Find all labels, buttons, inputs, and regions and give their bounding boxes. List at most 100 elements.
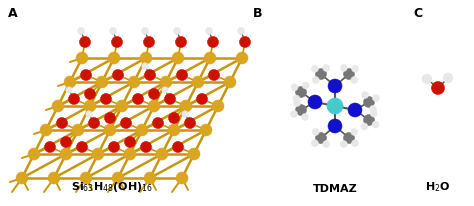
Circle shape — [370, 110, 377, 117]
Circle shape — [372, 121, 379, 128]
Circle shape — [28, 148, 40, 160]
Circle shape — [293, 95, 300, 102]
Circle shape — [61, 137, 72, 147]
Circle shape — [362, 91, 368, 98]
Circle shape — [291, 84, 298, 91]
Circle shape — [175, 36, 186, 48]
Circle shape — [188, 148, 200, 160]
Circle shape — [140, 142, 152, 152]
Text: C: C — [413, 7, 422, 20]
Circle shape — [206, 27, 212, 34]
Circle shape — [373, 95, 380, 102]
Circle shape — [128, 76, 140, 88]
Circle shape — [348, 103, 362, 117]
Circle shape — [76, 142, 88, 152]
Circle shape — [295, 104, 307, 116]
Circle shape — [344, 69, 355, 80]
Circle shape — [80, 36, 91, 48]
Circle shape — [422, 74, 432, 84]
Circle shape — [197, 94, 208, 104]
Circle shape — [361, 123, 368, 130]
Text: TDMAZ: TDMAZ — [313, 184, 357, 194]
Circle shape — [344, 132, 355, 144]
Circle shape — [180, 100, 192, 112]
Circle shape — [224, 76, 236, 88]
Circle shape — [136, 124, 148, 136]
Circle shape — [291, 110, 298, 117]
Circle shape — [212, 100, 224, 112]
Circle shape — [301, 114, 309, 121]
Circle shape — [239, 36, 250, 48]
Circle shape — [108, 52, 120, 64]
Circle shape — [89, 117, 100, 129]
Circle shape — [176, 69, 188, 81]
Circle shape — [144, 36, 155, 48]
Circle shape — [162, 87, 168, 93]
Circle shape — [112, 69, 124, 81]
Circle shape — [312, 77, 319, 84]
Circle shape — [173, 27, 181, 34]
Circle shape — [109, 142, 119, 152]
Circle shape — [148, 100, 160, 112]
Circle shape — [295, 87, 307, 97]
Circle shape — [209, 69, 219, 81]
Circle shape — [111, 36, 122, 48]
Circle shape — [200, 124, 212, 136]
Circle shape — [311, 65, 319, 72]
Circle shape — [184, 117, 195, 129]
Text: A: A — [8, 7, 18, 20]
Circle shape — [340, 64, 347, 71]
Text: B: B — [253, 7, 263, 20]
Circle shape — [308, 95, 322, 109]
Circle shape — [84, 100, 96, 112]
Circle shape — [173, 142, 183, 152]
Circle shape — [142, 27, 148, 34]
Circle shape — [66, 87, 72, 93]
Circle shape — [164, 94, 175, 104]
Circle shape — [316, 132, 327, 144]
Circle shape — [133, 94, 144, 104]
Circle shape — [168, 112, 180, 124]
Circle shape — [176, 172, 188, 184]
Circle shape — [64, 76, 76, 88]
Circle shape — [208, 36, 219, 48]
Text: Si$_{63}$H$_{48}$(OH)$_{16}$: Si$_{63}$H$_{48}$(OH)$_{16}$ — [71, 180, 153, 194]
Circle shape — [323, 140, 330, 147]
Circle shape — [369, 105, 376, 112]
Circle shape — [45, 142, 55, 152]
Circle shape — [96, 76, 108, 88]
Circle shape — [352, 140, 358, 147]
Circle shape — [76, 52, 88, 64]
Circle shape — [80, 172, 92, 184]
Circle shape — [100, 94, 111, 104]
Circle shape — [56, 117, 67, 129]
Circle shape — [156, 148, 168, 160]
Circle shape — [124, 148, 136, 160]
Circle shape — [328, 119, 342, 133]
Circle shape — [311, 140, 319, 147]
Circle shape — [142, 63, 148, 69]
Circle shape — [109, 27, 117, 34]
Circle shape — [192, 76, 204, 88]
Circle shape — [364, 96, 374, 108]
Circle shape — [328, 79, 342, 93]
Circle shape — [364, 115, 374, 125]
Text: H$_2$O: H$_2$O — [425, 180, 451, 194]
Circle shape — [48, 172, 60, 184]
Circle shape — [351, 128, 358, 135]
Circle shape — [237, 27, 245, 34]
Circle shape — [69, 94, 80, 104]
Circle shape — [182, 111, 188, 117]
Circle shape — [72, 124, 84, 136]
Circle shape — [293, 99, 301, 107]
Circle shape — [40, 124, 52, 136]
Circle shape — [104, 124, 116, 136]
Circle shape — [52, 100, 64, 112]
Circle shape — [160, 76, 172, 88]
Circle shape — [312, 128, 319, 135]
Circle shape — [145, 69, 155, 81]
Circle shape — [316, 69, 327, 80]
Circle shape — [327, 98, 343, 114]
Circle shape — [153, 117, 164, 129]
Circle shape — [81, 69, 91, 81]
